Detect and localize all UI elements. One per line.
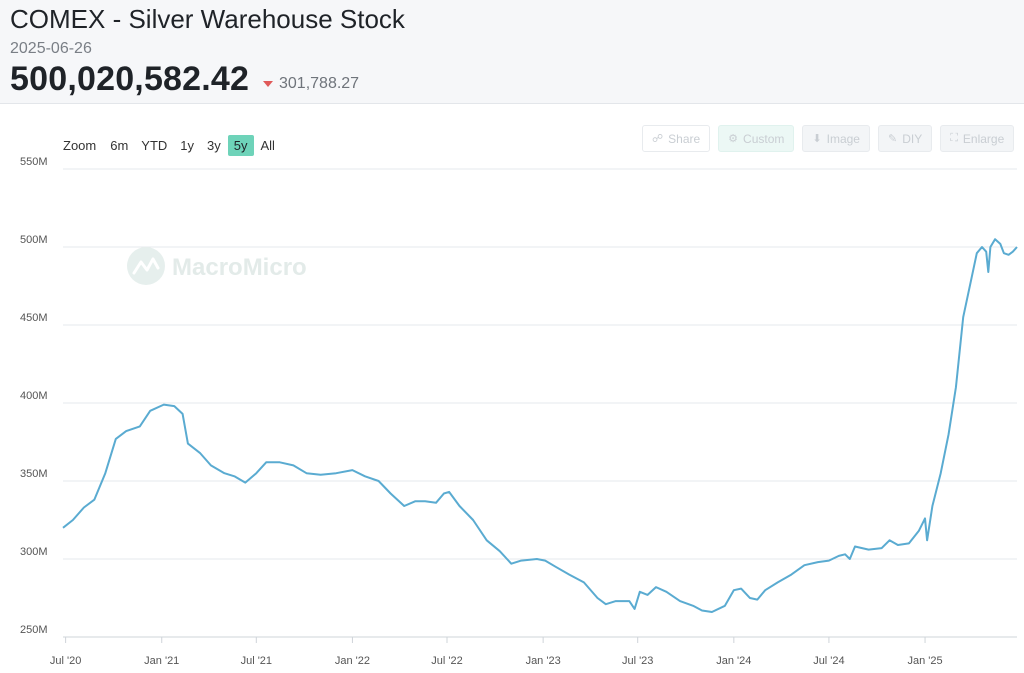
share-icon: ☍ [652, 133, 664, 145]
zoom-1y-button[interactable]: 1y [180, 137, 195, 153]
pencil-icon: ✎ [887, 133, 898, 145]
enlarge-button[interactable]: ⛶ Enlarge [940, 125, 1015, 152]
y-tick-label: 400M [20, 390, 48, 402]
gear-icon: ⚙ [728, 133, 739, 145]
watermark: MacroMicro [127, 247, 307, 285]
change-value: 301,788.27 [279, 75, 360, 92]
series-line [62, 238, 1018, 613]
zoom-6m-button[interactable]: 6m [110, 137, 129, 153]
share-button[interactable]: ☍ Share [642, 125, 711, 152]
zoom-ytd-button[interactable]: YTD [141, 137, 168, 153]
y-tick-label: 500M [20, 234, 48, 246]
y-tick-label: 350M [20, 468, 48, 480]
enlarge-label: Enlarge [962, 131, 1005, 146]
x-tick-label: Jul '20 [50, 655, 81, 667]
x-tick-label: Jul '23 [622, 655, 653, 667]
x-tick-label: Jan '22 [335, 655, 370, 667]
y-tick-label: 250M [20, 624, 48, 636]
chart-grid [63, 168, 1017, 638]
x-axis: Jul '20 Jan '21 Jul '21 Jan '22 Jul '22 Jan '… [50, 637, 943, 667]
custom-button[interactable]: ⚙ Custom [718, 125, 795, 152]
header-panel: COMEX - Silver Warehouse Stock 2025-06-2… [0, 0, 1024, 104]
custom-label: Custom [743, 131, 785, 146]
x-tick-label: Jan '24 [716, 655, 751, 667]
y-tick-label: 300M [20, 546, 48, 558]
x-tick-label: Jul '22 [431, 655, 462, 667]
diy-label: DIY [902, 131, 923, 146]
zoom-bar: Zoom 6m YTD 1y 3y 5y All [63, 134, 282, 156]
diy-button[interactable]: ✎ DIY [877, 125, 933, 152]
x-tick-label: Jul '21 [241, 655, 272, 667]
change-indicator: 301,788.27 [263, 75, 359, 93]
zoom-3y-button[interactable]: 3y [207, 137, 221, 153]
zoom-all-button[interactable]: All [260, 137, 275, 153]
y-tick-label: 550M [20, 156, 48, 168]
y-tick-label: 450M [20, 312, 48, 324]
latest-date: 2025-06-26 [10, 40, 92, 57]
y-axis: 250M 300M 350M 400M 450M 500M 550M [20, 156, 48, 636]
download-icon: ⬇ [812, 133, 822, 145]
x-tick-label: Jan '25 [907, 655, 942, 667]
image-button[interactable]: ⬇ Image [802, 125, 870, 152]
share-label: Share [668, 131, 701, 146]
zoom-label: Zoom [63, 137, 97, 153]
chart-toolbar: ☍ Share ⚙ Custom ⬇ Image ✎ DIY ⛶ Enlarge [642, 125, 1015, 152]
expand-icon: ⛶ [950, 132, 958, 144]
x-tick-label: Jan '23 [526, 655, 561, 667]
image-label: Image [826, 131, 860, 146]
triangle-down-icon [263, 81, 273, 87]
zoom-5y-button[interactable]: 5y [227, 134, 254, 156]
x-tick-label: Jul '24 [813, 655, 844, 667]
latest-value: 500,020,582.42 [10, 60, 250, 98]
watermark-logo-icon [127, 247, 165, 285]
x-tick-label: Jan '21 [144, 655, 179, 667]
watermark-text: MacroMicro [172, 254, 307, 281]
page-title: COMEX - Silver Warehouse Stock [10, 4, 405, 34]
